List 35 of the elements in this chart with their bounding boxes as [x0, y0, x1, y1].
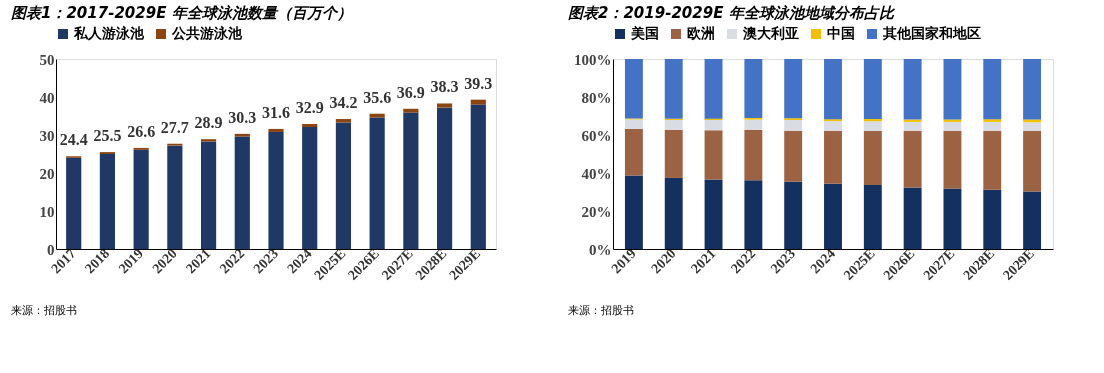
chart-title: 图表1：2017-2029E 年全球泳池数量（百万个） [11, 4, 352, 22]
legend-label: 欧洲 [687, 25, 715, 41]
total-label: 34.2 [329, 94, 358, 112]
total-label: 31.6 [262, 103, 290, 121]
total-label: 36.9 [396, 83, 425, 101]
legend-label: 澳大利亚 [742, 25, 799, 41]
total-label: 27.7 [160, 118, 189, 136]
chart-title: 图表2：2019-2029E 年全球泳池地域分布占比 [568, 4, 896, 22]
total-label: 39.3 [464, 74, 493, 92]
legend-label: 其他国家和地区 [882, 25, 981, 41]
total-label: 26.6 [127, 122, 156, 140]
y-tick-label: 20% [581, 203, 612, 220]
y-tick-label: 0% [589, 241, 612, 258]
y-tick-label: 40 [39, 89, 55, 106]
y-tick-label: 50 [39, 51, 55, 68]
total-label: 25.5 [93, 127, 122, 145]
total-label: 30.3 [228, 108, 257, 126]
legend-label: 公共游泳池 [171, 25, 243, 41]
total-label: 28.9 [194, 114, 223, 132]
y-tick-label: 40% [581, 165, 612, 182]
legend-label: 私人游泳池 [73, 25, 145, 41]
y-tick-label: 60% [581, 127, 612, 144]
total-label: 32.9 [295, 98, 324, 116]
total-label: 24.4 [59, 131, 88, 149]
y-tick-label: 10 [39, 203, 55, 220]
y-tick-label: 20 [39, 165, 55, 182]
total-label: 38.3 [430, 78, 459, 96]
source-note: 来源：招股书 [11, 304, 77, 317]
total-label: 35.6 [363, 88, 392, 106]
y-tick-label: 80% [581, 89, 612, 106]
source-note: 来源：招股书 [568, 304, 634, 317]
legend-label: 美国 [630, 25, 659, 41]
y-tick-label: 100% [574, 51, 612, 68]
legend-label: 中国 [827, 25, 855, 41]
y-tick-label: 30 [39, 127, 55, 144]
